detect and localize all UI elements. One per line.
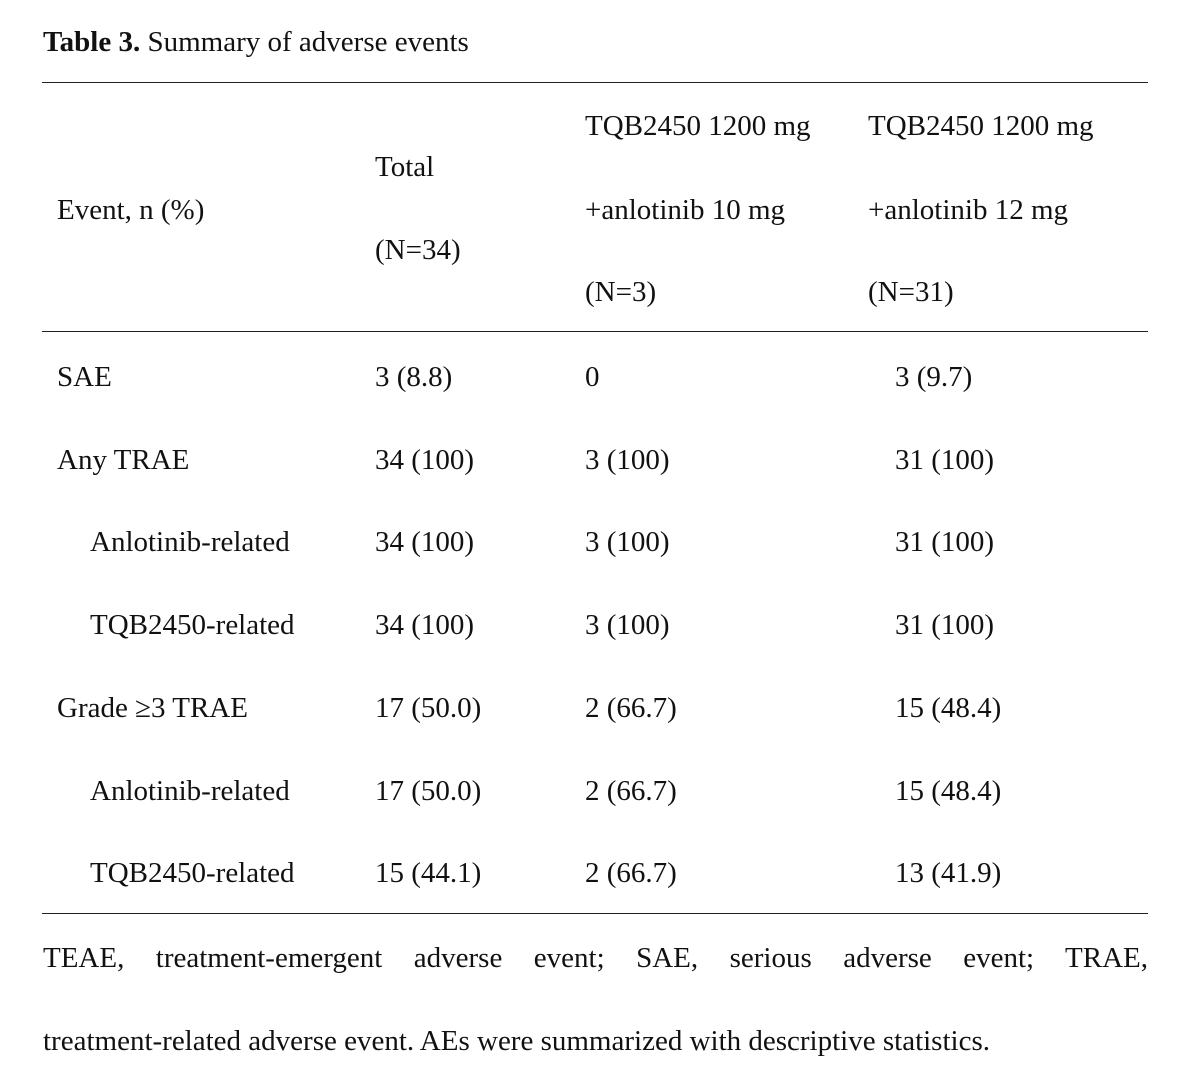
data-cell: 2 (66.7) [585, 857, 677, 890]
data-cell: 31 (100) [895, 609, 995, 642]
top-rule [42, 82, 1148, 83]
row-label: Anlotinib-related [90, 774, 290, 807]
data-cell: 31 (100) [895, 443, 995, 476]
data-cell: 17 (50.0) [375, 691, 482, 724]
header-rule [42, 331, 1148, 332]
row-label: Grade ≥3 TRAE [57, 691, 248, 724]
data-cell: 15 (44.1) [375, 857, 482, 890]
data-cell: 34 (100) [375, 526, 475, 559]
data-cell: 0 [585, 361, 600, 393]
data-cell: 31 (100) [895, 526, 995, 559]
data-cell: 2 (66.7) [585, 691, 677, 724]
data-cell: 15 (48.4) [895, 691, 1002, 724]
data-cell: 15 (48.4) [895, 774, 1002, 807]
data-cell: 34 (100) [375, 443, 475, 476]
row-label: Any TRAE [57, 443, 190, 476]
row-label: TQB2450-related [90, 857, 295, 890]
header-cell: TQB2450 1200 mg [585, 110, 811, 142]
footnote-line: TEAE, treatment-emergent adverse event; … [43, 942, 1148, 974]
data-cell: 3 (100) [585, 526, 670, 559]
row-label: Anlotinib-related [90, 526, 290, 559]
data-cell: 13 (41.9) [895, 857, 1002, 890]
data-cell: 34 (100) [375, 609, 475, 642]
data-cell: 3 (8.8) [375, 361, 453, 393]
bottom-rule [42, 913, 1148, 914]
row-label: SAE [57, 361, 112, 393]
header-cell: (N=31) [868, 276, 954, 308]
row-label: TQB2450-related [90, 609, 295, 642]
header-cell: (N=3) [585, 276, 657, 308]
header-cell: +anlotinib 12 mg [868, 194, 1069, 226]
header-cell: (N=34) [375, 234, 461, 266]
data-cell: 3 (100) [585, 443, 670, 476]
header-cell: Event, n (%) [57, 194, 205, 226]
data-cell: 2 (66.7) [585, 774, 677, 807]
caption-label: Table 3. [43, 26, 141, 58]
table-caption: Table 3. Summary of adverse events [43, 24, 469, 60]
data-cell: 17 (50.0) [375, 774, 482, 807]
header-cell: TQB2450 1200 mg [868, 110, 1094, 142]
caption-text: Summary of adverse events [147, 26, 469, 58]
header-cell: Total [375, 151, 435, 183]
footnote-line: treatment-related adverse event. AEs wer… [43, 1025, 990, 1057]
header-cell: +anlotinib 10 mg [585, 194, 786, 226]
data-cell: 3 (100) [585, 609, 670, 642]
data-cell: 3 (9.7) [895, 361, 973, 393]
